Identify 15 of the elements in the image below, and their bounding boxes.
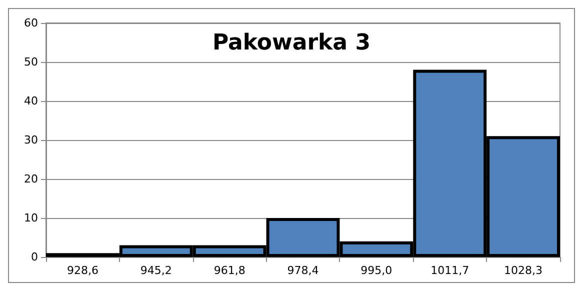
y-tick-label: 40 <box>24 94 38 108</box>
x-tick-label: 1011,7 <box>430 264 470 277</box>
x-tick-label: 928,6 <box>66 264 98 277</box>
y-tick-label: 20 <box>24 172 38 186</box>
y-tick-label: 30 <box>24 134 38 146</box>
y-tick-label: 0 <box>31 250 38 264</box>
y-tick-label: 50 <box>24 56 38 68</box>
x-tick-label: 945,2 <box>140 264 172 277</box>
y-tick-label: 10 <box>24 212 38 224</box>
x-tick-label: 978,4 <box>287 264 319 277</box>
x-tick-label: 1028,3 <box>504 264 543 277</box>
chart-title: Pakowarka 3 <box>212 30 370 56</box>
x-tick-label: 995,0 <box>360 264 392 277</box>
x-tick-label: 961,8 <box>214 264 246 277</box>
y-tick-label: 60 <box>24 16 38 30</box>
